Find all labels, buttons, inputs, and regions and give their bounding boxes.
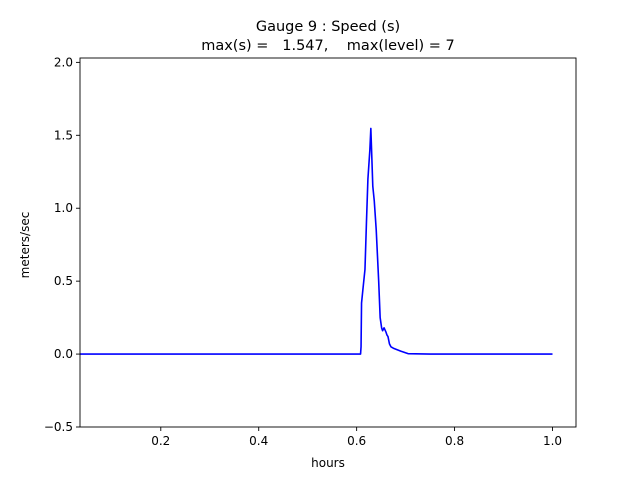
chart-title: Gauge 9 : Speed (s)	[256, 19, 400, 35]
x-tick-label-4: 1.0	[543, 434, 562, 448]
y-axis-label: meters/sec	[18, 212, 32, 279]
axes-frame	[79, 57, 577, 428]
y-tick-label-1: 0.0	[54, 347, 73, 361]
y-tick-label-2: 0.5	[54, 274, 73, 288]
y-tick-label-4: 1.5	[54, 128, 73, 142]
x-axis-label: hours	[311, 456, 345, 470]
x-tick-label-2: 0.6	[347, 434, 366, 448]
y-tick-label-0: −0.5	[44, 420, 73, 434]
y-tick-label-5: 2.0	[54, 55, 73, 69]
x-tick-label-1: 0.4	[249, 434, 268, 448]
chart-subtitle: max(s) = 1.547, max(level) = 7	[201, 38, 455, 54]
x-tick-label-3: 0.8	[445, 434, 464, 448]
x-tick-label-0: 0.2	[151, 434, 170, 448]
series-line-0	[80, 127, 553, 355]
plot-area: 0.2 0.4 0.6 0.8 1.0 −0.5 0.0 0.5 1.0 1.5 2.0	[44, 55, 577, 448]
y-tick-label-3: 1.0	[54, 201, 73, 215]
